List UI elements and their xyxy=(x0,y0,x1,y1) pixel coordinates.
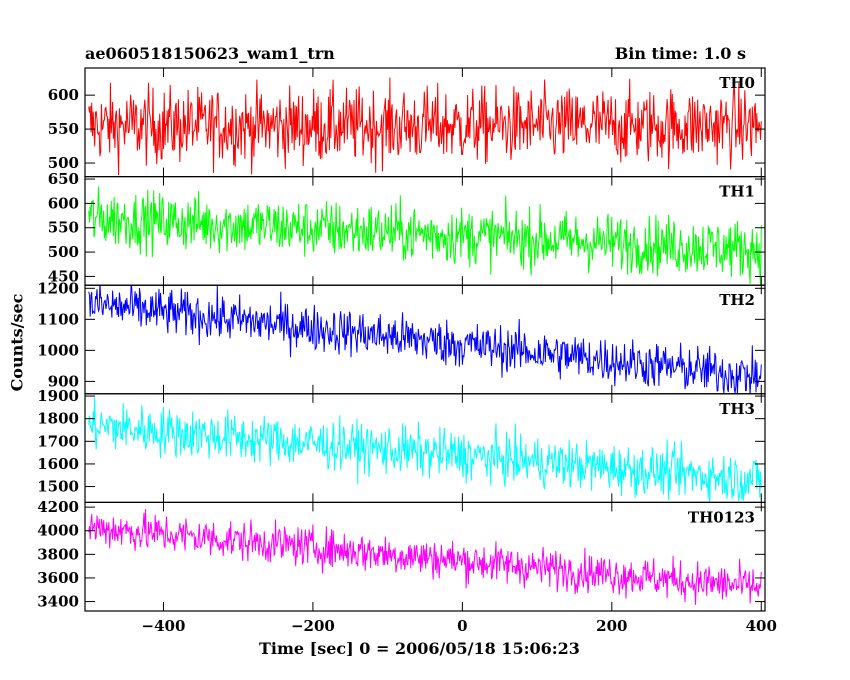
x-tick-label: 200 xyxy=(596,617,627,635)
y-tick-label: 1100 xyxy=(37,310,79,328)
panel-label-th3: TH3 xyxy=(719,400,755,418)
y-tick-label: 3400 xyxy=(37,593,79,611)
y-tick-label: 500 xyxy=(48,154,79,172)
x-tick-label: 0 xyxy=(457,617,467,635)
panel-label-th0: TH0 xyxy=(719,74,755,92)
y-tick-label: 1500 xyxy=(37,478,79,496)
x-tick-label: −200 xyxy=(291,617,335,635)
y-tick-label: 3800 xyxy=(37,545,79,563)
panel-frame-th0123 xyxy=(84,501,766,612)
bin-time-label: Bin time: 1.0 s xyxy=(614,44,746,63)
plot-title: ae060518150623_wam1_trn xyxy=(85,44,335,63)
y-tick-label: 500 xyxy=(48,243,79,261)
y-tick-label: 3600 xyxy=(37,569,79,587)
y-tick-label: 4000 xyxy=(37,522,79,540)
y-tick-label: 550 xyxy=(48,219,79,237)
series-line-th2 xyxy=(88,285,762,394)
panel-label-th2: TH2 xyxy=(719,291,755,309)
y-tick-label: 650 xyxy=(48,170,79,188)
y-tick-label: 1200 xyxy=(37,279,79,297)
x-axis-label: Time [sec] 0 = 2006/05/18 15:06:23 xyxy=(259,639,580,658)
y-tick-label: 1700 xyxy=(37,432,79,450)
y-tick-label: 900 xyxy=(48,372,79,390)
y-tick-label: 1800 xyxy=(37,410,79,428)
x-tick-label: 400 xyxy=(746,617,777,635)
x-tick-label: −400 xyxy=(142,617,186,635)
y-axis-label: Counts/sec xyxy=(7,293,27,392)
series-line-th3 xyxy=(88,397,762,503)
y-tick-label: 1600 xyxy=(37,455,79,473)
series-line-th0123 xyxy=(88,509,762,605)
y-tick-label: 450 xyxy=(48,267,79,285)
y-tick-label: 600 xyxy=(48,86,79,104)
y-tick-label: 1900 xyxy=(37,387,79,405)
series-line-th1 xyxy=(88,186,762,286)
series-line-th0 xyxy=(88,77,762,176)
y-tick-label: 4200 xyxy=(37,498,79,516)
panel-label-th0123: TH0123 xyxy=(688,508,755,526)
y-tick-label: 1000 xyxy=(37,341,79,359)
y-tick-label: 550 xyxy=(48,120,79,138)
panel-label-th1: TH1 xyxy=(719,183,755,201)
y-tick-label: 600 xyxy=(48,194,79,212)
